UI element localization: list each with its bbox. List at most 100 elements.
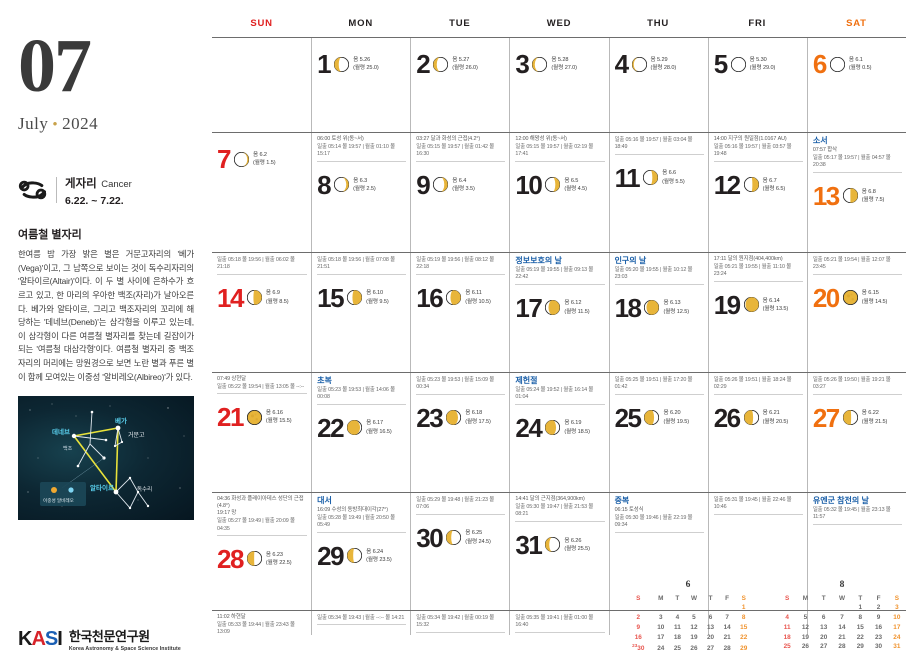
- day-cell-9[interactable]: 03:27 달과 화성의 근접(4.2°) 일출 05:15 몰 19:57 | …: [410, 133, 509, 252]
- day-cell-5[interactable]: 5 음 5.30 (월령 29.0): [707, 38, 807, 132]
- mini-day-cell[interactable]: 19: [690, 633, 698, 641]
- mini-day-cell[interactable]: 28: [723, 644, 731, 652]
- mini-day-cell[interactable]: 11: [674, 623, 681, 631]
- mini-day-cell[interactable]: 1: [741, 604, 746, 612]
- mini-day-cell[interactable]: 3: [895, 604, 899, 612]
- mini-day-cell[interactable]: [624, 603, 653, 613]
- mini-day-cell[interactable]: 22: [856, 633, 864, 641]
- day-cell-3[interactable]: 3 음 5.28 (월령 27.0): [509, 38, 608, 132]
- mini-day-cell[interactable]: 5: [692, 614, 696, 622]
- day-cell-12[interactable]: 14:00 지구의 원일점(1.0167 AU) 일출 05:16 몰 19:57…: [707, 133, 807, 252]
- mini-day-cell[interactable]: 1: [858, 604, 863, 612]
- day-cell-25[interactable]: 일출 05:25 몰 19:51 | 월출 17:20 몰 01:42 25 음 6…: [608, 373, 708, 492]
- mini-day-cell[interactable]: 13: [706, 623, 715, 631]
- mini-day-cell[interactable]: 30: [874, 643, 883, 651]
- mini-day-cell[interactable]: 15: [856, 623, 864, 631]
- day-cell-6[interactable]: 6 음 6.1 (월령 0.5): [806, 38, 906, 132]
- day-cell-14[interactable]: 일출 05:18 몰 19:56 | 월출 06:02 몰 21:18 14 음 6…: [212, 253, 311, 372]
- day-cell-17[interactable]: 정보보호의 날 일출 05:19 몰 19:55 | 월출 09:13 몰 22:…: [509, 253, 608, 372]
- mini-day-cell[interactable]: [815, 603, 833, 613]
- day-cell-23[interactable]: 일출 05:23 몰 19:53 | 월출 15:09 몰 00:34 23 음 6…: [410, 373, 509, 492]
- mini-day-cell[interactable]: 15: [740, 623, 748, 631]
- mini-day-cell[interactable]: 13: [820, 623, 828, 631]
- day-cell-4[interactable]: 4 음 5.29 (월령 28.0): [608, 38, 708, 132]
- mini-day-cell[interactable]: 6: [821, 614, 826, 622]
- mini-day-cell[interactable]: 3: [659, 614, 663, 622]
- mini-day-cell[interactable]: 12: [801, 623, 809, 631]
- mini-day-cell[interactable]: 17: [893, 623, 901, 631]
- day-cell-26[interactable]: 일출 05:26 몰 19:51 | 월출 18:24 몰 02:29 26 음 6…: [707, 373, 807, 492]
- mini-day-cell[interactable]: 9: [876, 614, 881, 622]
- mini-day-cell[interactable]: 29: [856, 643, 864, 651]
- mini-day-cell[interactable]: 4: [675, 614, 680, 622]
- mini-day-cell[interactable]: 8: [858, 614, 863, 622]
- mini-day-cell[interactable]: 28: [838, 643, 846, 651]
- day-cell-20[interactable]: 일출 05:21 몰 19:54 | 월출 12:07 몰 23:45 20 음 6…: [806, 253, 906, 372]
- day-cell-24[interactable]: 제헌절 일출 05:24 몰 19:52 | 월출 16:14 몰 01:04 24…: [509, 373, 608, 492]
- mini-day-cell[interactable]: 26: [690, 644, 698, 652]
- mini-day-cell[interactable]: 14: [838, 623, 846, 631]
- mini-day-cell[interactable]: [778, 603, 796, 613]
- mini-day-cell[interactable]: 18: [783, 633, 791, 641]
- mini-day-cell[interactable]: 25: [673, 644, 681, 652]
- mini-day-cell[interactable]: 27: [820, 643, 828, 651]
- mini-day-cell[interactable]: 27: [706, 644, 715, 652]
- day-cell-13[interactable]: 소서 07:57 합삭 일출 05:17 몰 19:57 | 월출 04:57 몰 …: [806, 133, 906, 252]
- day-cell-18[interactable]: 인구의 날 일출 05:20 몰 19:55 | 월출 10:12 몰 23:03…: [608, 253, 708, 372]
- day-cell-28[interactable]: 04:36 화성과 플레이아데스 성단의 근접(4.8°) 19:17 망 일출 0…: [212, 493, 311, 610]
- mini-day-cell[interactable]: 10: [893, 614, 901, 622]
- mini-day-cell[interactable]: 21: [723, 633, 731, 641]
- mini-day-cell[interactable]: 2: [636, 614, 641, 622]
- mini-day-cell[interactable]: [669, 603, 686, 613]
- mini-day-cell[interactable]: 8: [741, 614, 746, 622]
- mini-day-cell[interactable]: 26: [801, 643, 809, 651]
- day-cell-10[interactable]: 12:00 해왕성 위(동~서) 일출 05:15 몰 19:57 | 월출 02…: [509, 133, 608, 252]
- mini-day-cell[interactable]: 20: [820, 633, 828, 641]
- day-cell-29[interactable]: 대서 16:09 수성의 동방최대이각(27°) 일출 05:28 몰 19:49 …: [311, 493, 410, 610]
- mini-day-cell[interactable]: 4: [785, 614, 789, 622]
- mini-day-cell[interactable]: 18: [673, 633, 681, 641]
- mini-day-cell[interactable]: 19: [801, 633, 809, 641]
- day-cell-1[interactable]: 1 음 5.26 (월령 25.0): [311, 38, 410, 132]
- mini-day-cell[interactable]: 16: [874, 623, 883, 631]
- mini-day-cell[interactable]: 14: [723, 623, 731, 631]
- day-cell-15[interactable]: 일출 05:18 몰 19:56 | 월출 07:08 몰 21:51 15 음 6…: [311, 253, 410, 372]
- mini-day-cell[interactable]: [719, 603, 736, 613]
- day-cell-27[interactable]: 일출 05:26 몰 19:50 | 월출 19:21 몰 03:27 27 음 6…: [806, 373, 906, 492]
- mini-day-cell[interactable]: 6: [708, 614, 713, 622]
- mini-day-cell[interactable]: 7: [840, 614, 844, 622]
- mini-day-cell[interactable]: [653, 603, 670, 613]
- day-cell-22[interactable]: 초복 일출 05:23 몰 19:53 | 월출 14:06 몰 00:08 22 음…: [311, 373, 410, 492]
- day-cell-11[interactable]: 일출 05:16 몰 19:57 | 월출 03:04 몰 18:49 11 음 6…: [608, 133, 708, 252]
- mini-day-cell[interactable]: 11: [783, 623, 791, 631]
- mini-day-cell[interactable]: 12: [690, 623, 698, 631]
- day-cell-2[interactable]: 2 음 5.27 (월령 26.0): [410, 38, 509, 132]
- mini-day-cell[interactable]: 9: [636, 623, 641, 631]
- mini-day-cell[interactable]: [833, 603, 851, 613]
- day-cell-19[interactable]: 17:11 달의 원지점(404,400km) 일출 05:21 몰 19:55 …: [707, 253, 807, 372]
- mini-day-cell[interactable]: 20: [706, 633, 715, 641]
- mini-day-cell[interactable]: 16: [634, 633, 642, 641]
- mini-day-cell[interactable]: 24: [893, 633, 901, 641]
- mini-day-cell[interactable]: [686, 603, 703, 613]
- mini-day-cell[interactable]: 22: [740, 633, 748, 641]
- mini-day-cell[interactable]: [702, 603, 719, 613]
- mini-day-cell[interactable]: 10: [657, 623, 665, 631]
- day-cell-31[interactable]: 14:41 달의 근지점(364,900km) 일출 05:30 몰 19:47 …: [509, 493, 608, 610]
- mini-day-cell[interactable]: 17: [657, 633, 665, 641]
- mini-day-cell[interactable]: 5: [803, 614, 808, 622]
- mini-day-cell[interactable]: 24: [657, 644, 665, 652]
- mini-day-cell[interactable]: [796, 603, 814, 613]
- day-cell-16[interactable]: 일출 05:19 몰 19:56 | 월출 08:12 몰 22:18 16 음 6…: [410, 253, 509, 372]
- mini-day-cell[interactable]: 2330: [632, 643, 645, 653]
- day-cell-30[interactable]: 일출 05:29 몰 19:48 | 월출 21:23 몰 07:06 30 음 6…: [410, 493, 509, 610]
- mini-day-cell[interactable]: 29: [740, 644, 748, 652]
- mini-day-cell[interactable]: 23: [874, 633, 883, 641]
- mini-day-cell[interactable]: 31: [893, 643, 901, 651]
- day-cell-8[interactable]: 06:00 토성 위(동~서) 일출 05:14 몰 19:57 | 월출 01:…: [311, 133, 410, 252]
- mini-day-cell[interactable]: 25: [783, 643, 791, 651]
- mini-day-cell[interactable]: 2: [876, 604, 881, 612]
- mini-day-cell[interactable]: 21: [838, 633, 846, 641]
- day-cell-21[interactable]: 07:49 상현달 일출 05:22 몰 19:54 | 월출 13:05 몰 -…: [212, 373, 311, 492]
- mini-day-cell[interactable]: 7: [725, 614, 729, 622]
